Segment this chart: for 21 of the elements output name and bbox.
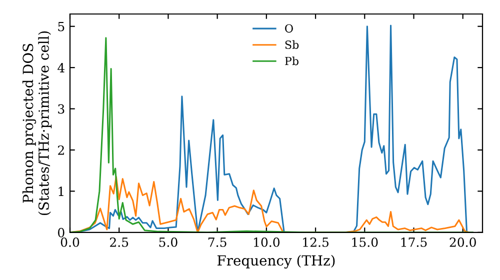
x-tick-label: 2.5	[110, 237, 128, 247]
y-tick-label: 4	[58, 63, 65, 72]
x-tick-label: 12.5	[303, 237, 328, 247]
x-tick-label: 15.0	[352, 237, 378, 247]
x-tick-label: 17.5	[401, 237, 427, 247]
x-tick-label: 10.0	[254, 237, 280, 247]
y-tick-label: 5	[58, 22, 64, 32]
x-tick-label: 7.5	[208, 238, 226, 247]
y-tick-label: 0	[58, 228, 64, 238]
x-tick-label: 0.0	[60, 237, 80, 247]
y-tick-label: 2	[58, 145, 64, 155]
legend-label: Sb	[285, 40, 299, 49]
y-axis-title: Phonon projected DOS (States/THz·primitive cell)	[22, 31, 52, 216]
y-tick-label: 1	[58, 186, 64, 196]
legend-label: Pb	[285, 56, 298, 66]
line-series	[70, 176, 470, 232]
y-tick-label: 3	[58, 104, 64, 114]
x-tick-label: 20.0	[450, 237, 476, 247]
legend-label: O	[285, 24, 293, 33]
x-tick-label: 5.0	[159, 237, 178, 247]
x-axis-title: Frequency (THz)	[217, 254, 335, 269]
